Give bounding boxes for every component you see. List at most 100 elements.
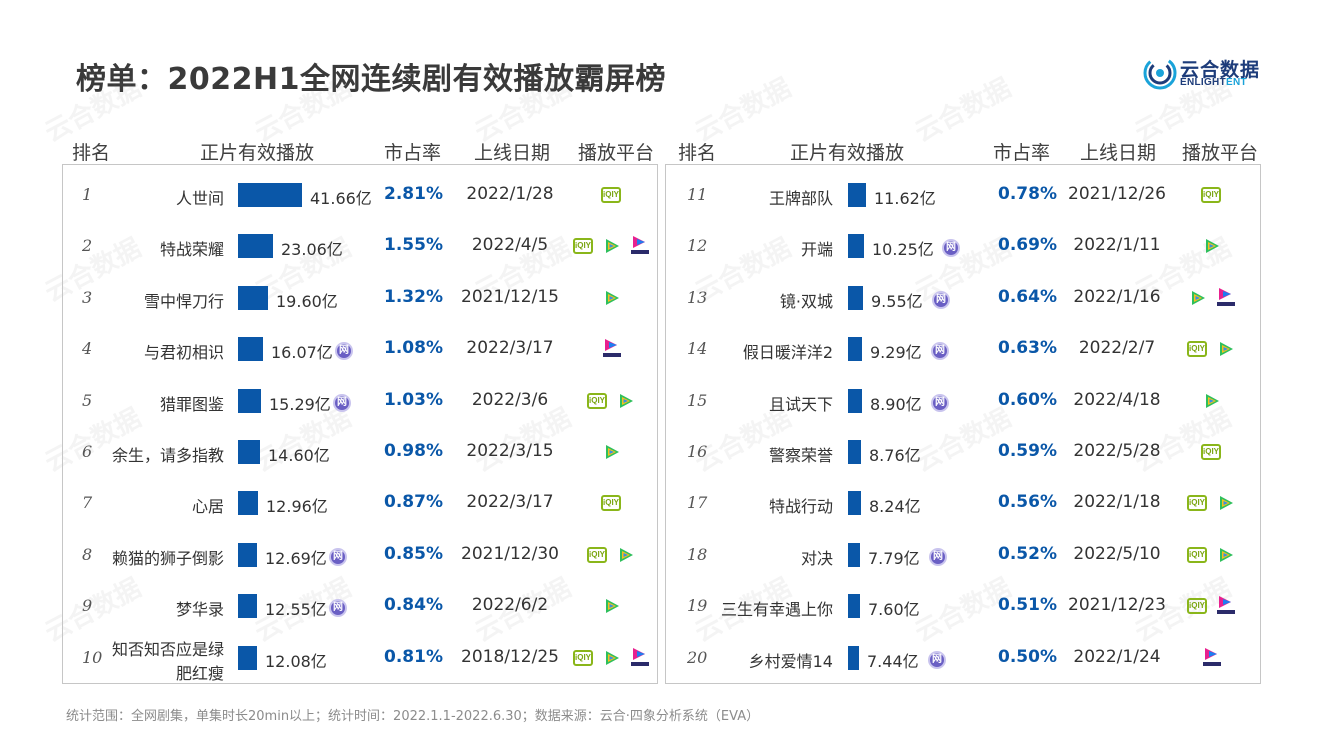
views-value: 15.29亿: [269, 394, 331, 414]
iqiyi-icon: iQIY: [1187, 546, 1207, 563]
iqiyi-icon: iQIY: [601, 187, 621, 203]
tencent-video-icon: [1216, 545, 1236, 565]
logo-text-en: ENLIGHTENT: [1180, 77, 1247, 88]
views-bar: [848, 234, 864, 259]
rank-label: 3: [82, 287, 93, 307]
views-value: 14.60亿: [268, 446, 330, 465]
views-value: 12.69亿: [265, 548, 327, 568]
views-bar: [238, 645, 257, 670]
release-date: 2021/12/26: [1068, 184, 1166, 204]
header-rank-left: 排名: [72, 142, 111, 164]
views-bar: [848, 440, 861, 464]
drama-name: 余生，请多指教: [111, 446, 224, 465]
market-share: 0.81%: [384, 646, 443, 667]
release-date: 2021/12/30: [461, 543, 559, 564]
page-title: 榜单：2022H1全网连续剧有效播放霸屏榜: [76, 62, 666, 97]
youku-icon: [1216, 594, 1236, 616]
rank-label: 12: [687, 236, 708, 256]
views-value: 12.96亿: [266, 497, 328, 517]
market-share: 0.56%: [998, 492, 1057, 513]
drama-name: 赖猫的狮子倒影: [111, 548, 224, 568]
views-value: 7.44亿: [867, 651, 919, 671]
views-bar: [848, 183, 866, 207]
tencent-video-icon: [602, 288, 622, 308]
rank-label: 7: [82, 493, 93, 513]
web-exclusive-icon: 网: [329, 547, 347, 566]
iqiyi-icon: iQIY: [601, 495, 621, 512]
header-share-left: 市占率: [384, 142, 442, 164]
release-date: 2022/3/17: [466, 492, 554, 513]
market-share: 0.51%: [998, 595, 1057, 616]
tencent-video-icon: [602, 648, 622, 668]
web-exclusive-icon: 网: [942, 239, 960, 258]
tencent-video-icon: [1216, 493, 1236, 513]
views-value: 9.55亿: [871, 291, 923, 311]
views-bar: [848, 542, 860, 567]
iqiyi-icon: iQIY: [587, 546, 607, 563]
youku-icon: [1202, 646, 1222, 668]
drama-name: 警察荣誉: [768, 446, 833, 465]
views-bar: [238, 491, 258, 516]
header-views-right: 正片有效播放: [790, 142, 905, 164]
tencent-video-icon: [1202, 236, 1222, 256]
views-bar: [848, 645, 859, 670]
table-panel-right: [665, 164, 1261, 684]
iqiyi-icon: iQIY: [587, 392, 607, 409]
market-share: 0.64%: [998, 286, 1057, 307]
views-value: 19.60亿: [276, 291, 338, 311]
views-value: 10.25亿: [872, 240, 934, 260]
views-value: 8.24亿: [869, 497, 921, 517]
drama-name: 与君初相识: [143, 343, 224, 363]
views-bar: [848, 491, 861, 516]
rank-label: 17: [687, 493, 708, 513]
views-value: 23.06亿: [281, 240, 343, 260]
drama-name: 雪中悍刀行: [143, 291, 224, 311]
web-exclusive-icon: 网: [931, 342, 949, 361]
tencent-video-icon: [616, 391, 636, 411]
header-platform-left: 播放平台: [578, 142, 655, 164]
rank-label: 2: [82, 236, 93, 256]
release-date: 2022/1/11: [1073, 235, 1161, 256]
drama-name: 乡村爱情14: [748, 651, 833, 671]
header-platform-right: 播放平台: [1182, 142, 1259, 164]
release-date: 2022/1/18: [1073, 492, 1161, 513]
rank-label: 4: [82, 339, 93, 359]
rank-label: 18: [687, 544, 708, 564]
web-exclusive-icon: 网: [932, 290, 950, 309]
drama-name: 假日暖洋洋2: [742, 343, 833, 363]
views-value: 7.60亿: [868, 600, 920, 620]
iqiyi-icon: iQIY: [573, 238, 593, 255]
rank-label: 20: [687, 647, 708, 667]
views-bar: [238, 234, 273, 259]
views-bar: [848, 388, 862, 413]
drama-name: 梦华录: [175, 600, 224, 620]
views-bar: [238, 542, 257, 567]
market-share: 0.78%: [998, 184, 1057, 204]
market-share: 2.81%: [384, 184, 443, 204]
rank-label: 5: [82, 390, 93, 410]
release-date: 2022/1/24: [1073, 646, 1161, 667]
web-exclusive-icon: 网: [929, 547, 947, 566]
release-date: 2018/12/25: [461, 646, 559, 667]
rank-label: 1: [82, 185, 93, 204]
iqiyi-icon: iQIY: [1201, 187, 1221, 203]
release-date: 2022/1/28: [466, 184, 554, 204]
market-share: 0.98%: [384, 441, 443, 461]
release-date: 2022/5/10: [1073, 543, 1161, 564]
market-share: 0.63%: [998, 338, 1057, 359]
rank-label: 15: [687, 390, 708, 410]
market-share: 1.32%: [384, 286, 443, 307]
market-share: 1.08%: [384, 338, 443, 359]
logo-text-en-a: ENLIGHT: [1180, 77, 1226, 88]
tencent-video-icon: [1216, 339, 1236, 359]
release-date: 2022/2/7: [1078, 338, 1156, 359]
web-exclusive-icon: 网: [928, 650, 946, 669]
youku-icon: [1216, 286, 1236, 308]
views-value: 12.55亿: [265, 600, 327, 620]
tencent-video-icon: [1202, 391, 1222, 411]
logo-swirl-icon: [1143, 56, 1177, 90]
rank-label: 14: [687, 339, 708, 359]
drama-name-line1: 知否知否应是绿: [111, 639, 224, 659]
footnote: 统计范围：全网剧集，单集时长20min以上；统计时间：2022.1.1-2022…: [66, 709, 760, 724]
drama-name: 镜·双城: [779, 291, 833, 311]
